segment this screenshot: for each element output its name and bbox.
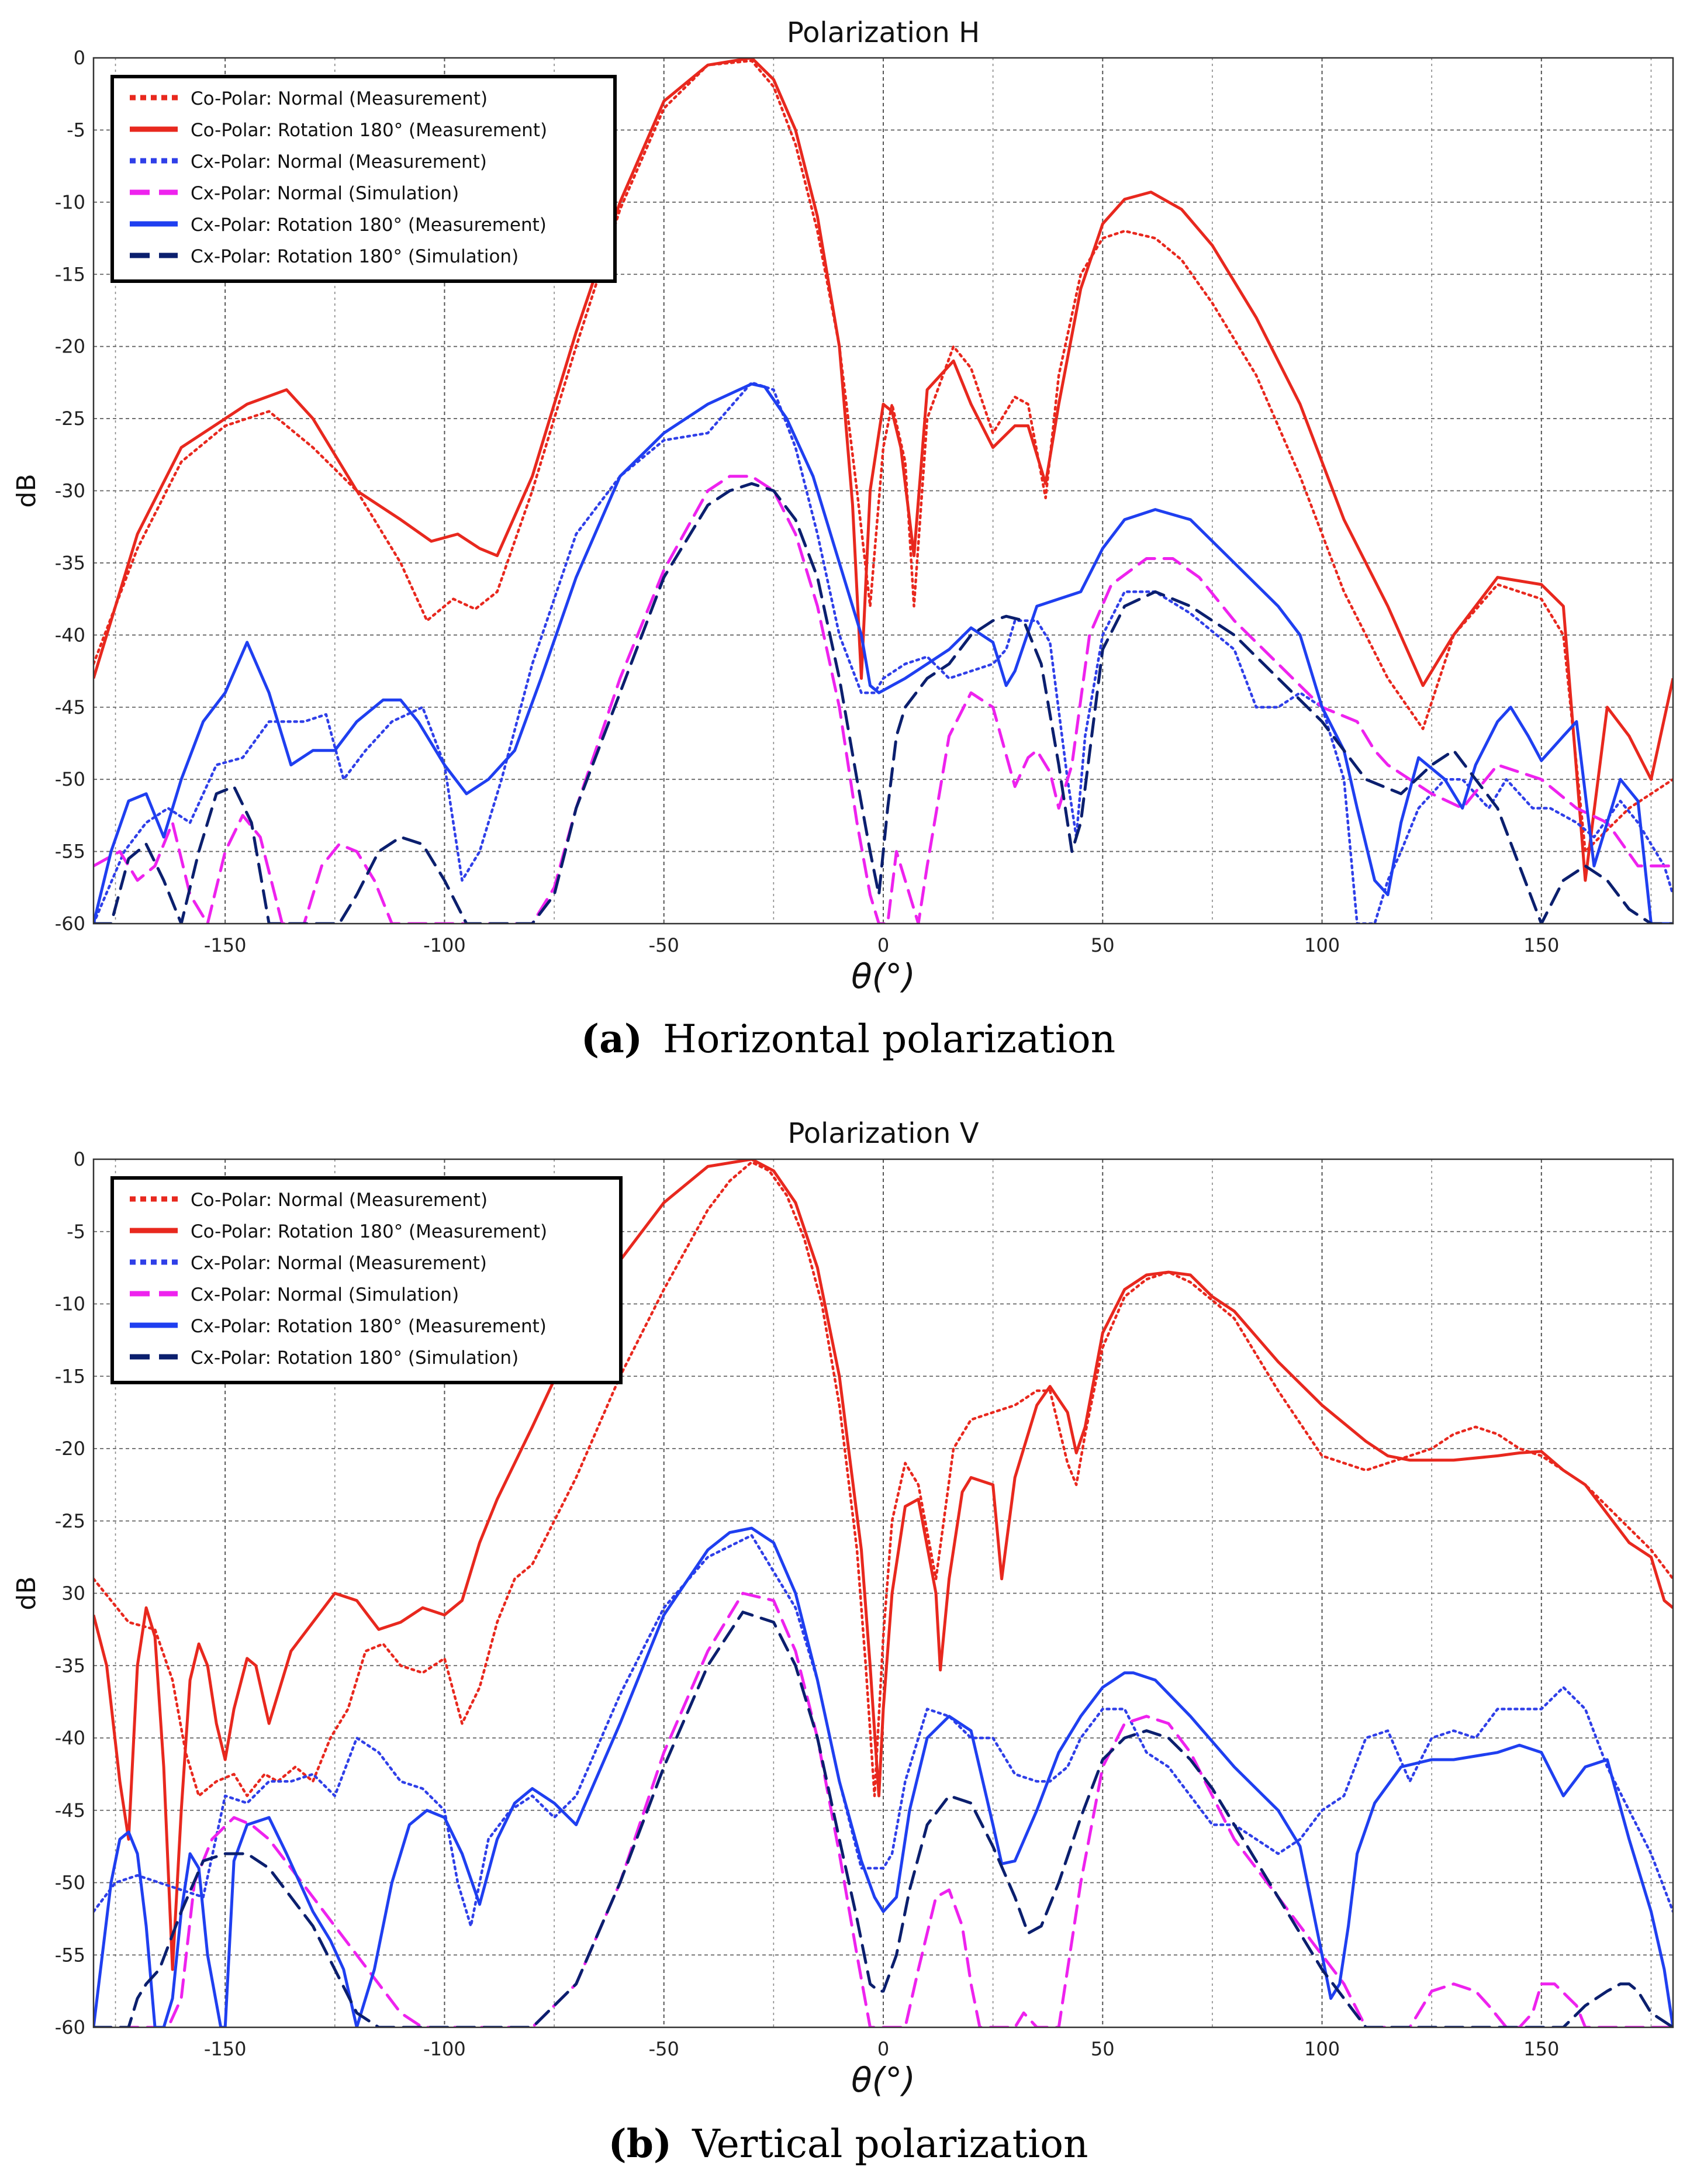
chart1-xtick-label: 50 xyxy=(1091,934,1115,956)
chart1-ytick-label: -20 xyxy=(55,336,85,358)
chart1-series-co-polar-rotation-180-measurement xyxy=(94,58,1673,882)
chart1-ytick-label: -5 xyxy=(67,119,85,141)
chart1-ytick-label: -10 xyxy=(55,191,85,213)
chart1-legend-label-cx-polar-rotation-180-measurement: Cx-Polar: Rotation 180° (Measurement) xyxy=(191,215,547,236)
chart2-legend: Co-Polar: Normal (Measurement) Co-Polar: … xyxy=(110,1176,623,1384)
chart2-ytick-label: -15 xyxy=(55,1365,85,1387)
chart1-series xyxy=(94,58,1673,924)
chart1-series-cx-polar-rotation-180-simulation xyxy=(94,482,1673,924)
chart1-series-co-polar-normal-measurement xyxy=(94,59,1673,853)
chart1-ytick-label: -50 xyxy=(55,768,85,790)
chart-polarization-h: -150 -100 -50 0 50 100 150 0 -5 -10 -15 -20 -25 -30 -3… xyxy=(12,16,1674,996)
chart1-ytick-label: -55 xyxy=(55,841,85,863)
chart2-series-cx-polar-rotation-180-simulation xyxy=(94,1611,1673,2027)
chart1-legend-box xyxy=(110,75,617,283)
caption-a: (a) Horizontal polarization xyxy=(581,1016,1115,1062)
chart2-series xyxy=(94,1159,1673,2027)
chart2-ytick-label: -60 xyxy=(55,2016,85,2038)
chart2-xtick-label: -50 xyxy=(649,2038,679,2060)
chart1-ytick-label: 0 xyxy=(74,47,85,69)
chart2-series-cx-polar-rotation-180-measurement xyxy=(94,1526,1673,2027)
chart2-xtick-label: 150 xyxy=(1523,2038,1559,2060)
chart2-ytick-label: -45 xyxy=(55,1799,85,1822)
chart2-ytick-label: 0 xyxy=(74,1148,85,1170)
chart1-xtick-label: 150 xyxy=(1523,934,1559,956)
chart-polarization-v: -150 -100 -50 0 50 100 150 0 -5 -10 -15 -20 -25 30 -35… xyxy=(12,1117,1674,2100)
chart1-xtick-label: 0 xyxy=(877,934,889,956)
chart2-xtick-label: 50 xyxy=(1091,2038,1115,2060)
chart1-frame xyxy=(92,57,1674,925)
chart1-legend-label-co-polar-normal-measurement: Co-Polar: Normal (Measurement) xyxy=(191,88,488,109)
chart1-x-axis-label: θ(°) xyxy=(851,956,915,996)
chart2-frame xyxy=(92,1158,1674,2029)
chart2-xtick-label: 100 xyxy=(1304,2038,1340,2060)
chart2-legend-label-cx-polar-rotation-180-measurement: Cx-Polar: Rotation 180° (Measurement) xyxy=(191,1316,547,1337)
caption-b-text: Vertical polarization xyxy=(692,2121,1088,2166)
chart1-ytick-label: -35 xyxy=(55,552,85,574)
chart2-ytick-label: -25 xyxy=(55,1510,85,1532)
chart1-legend-label-co-polar-rotation-180-measurement: Co-Polar: Rotation 180° (Measurement) xyxy=(191,120,547,141)
chart2-legend-label-co-polar-normal-measurement: Co-Polar: Normal (Measurement) xyxy=(191,1190,488,1211)
chart2-legend-label-co-polar-rotation-180-measurement: Co-Polar: Rotation 180° (Measurement) xyxy=(191,1221,547,1242)
chart1-series-cx-polar-rotation-180-measurement xyxy=(94,382,1673,924)
caption-a-text: Horizontal polarization xyxy=(663,1017,1115,1062)
chart2-legend-label-cx-polar-normal-simulation: Cx-Polar: Normal (Simulation) xyxy=(191,1284,459,1305)
chart1-ytick-label: -15 xyxy=(55,263,85,285)
chart1-legend-label-cx-polar-rotation-180-simulation: Cx-Polar: Rotation 180° (Simulation) xyxy=(191,246,519,267)
chart2-series-cx-polar-normal-measurement xyxy=(94,1534,1673,1928)
chart1-ytick-label: -60 xyxy=(55,913,85,935)
chart2-series-co-polar-normal-measurement xyxy=(94,1160,1673,1798)
chart1-ytick-label: -30 xyxy=(55,480,85,502)
chart2-legend-label-cx-polar-normal-measurement: Cx-Polar: Normal (Measurement) xyxy=(191,1253,487,1274)
chart1-ytick-label: -40 xyxy=(55,624,85,646)
chart2-title: Polarization V xyxy=(787,1117,979,1150)
chart1-title: Polarization H xyxy=(787,16,980,49)
chart1-ytick-label: -25 xyxy=(55,407,85,430)
chart2-xtick-label: 0 xyxy=(877,2038,889,2060)
caption-b-label: (b) xyxy=(609,2121,672,2166)
chart2-ytick-label: -35 xyxy=(55,1654,85,1677)
chart1-xtick-label: -100 xyxy=(423,934,466,956)
chart2-y-axis-label: dB xyxy=(12,1576,42,1610)
caption-b: (b) Vertical polarization xyxy=(609,2121,1088,2166)
caption-a-label: (a) xyxy=(581,1016,642,1062)
chart2-ytick-label: -5 xyxy=(67,1221,85,1243)
chart2-series-cx-polar-normal-simulation xyxy=(94,1592,1673,2027)
chart2-ytick-label: -40 xyxy=(55,1727,85,1749)
chart2-ytick-label: -20 xyxy=(55,1437,85,1460)
chart1-legend-label-cx-polar-normal-measurement: Cx-Polar: Normal (Measurement) xyxy=(191,151,487,172)
chart2-series-co-polar-rotation-180-measurement xyxy=(94,1159,1673,1971)
chart2-ytick-label: 30 xyxy=(61,1582,85,1605)
chart1-series-cx-polar-normal-simulation xyxy=(94,475,1673,924)
chart1-ytick-label: -45 xyxy=(55,696,85,718)
chart1-xtick-label: -50 xyxy=(649,934,679,956)
chart1-xtick-label: 100 xyxy=(1304,934,1340,956)
chart1-xtick-label: -150 xyxy=(204,934,247,956)
chart2-xtick-label: -100 xyxy=(423,2038,466,2060)
chart2-legend-label-cx-polar-rotation-180-simulation: Cx-Polar: Rotation 180° (Simulation) xyxy=(191,1347,519,1369)
chart1-legend: Co-Polar: Normal (Measurement) Co-Polar: … xyxy=(110,75,617,283)
chart2-ytick-label: -10 xyxy=(55,1293,85,1315)
chart2-legend-box xyxy=(110,1176,623,1384)
chart1-y-axis-label: dB xyxy=(12,474,42,507)
chart1-legend-label-cx-polar-normal-simulation: Cx-Polar: Normal (Simulation) xyxy=(191,183,459,204)
chart2-ytick-label: -55 xyxy=(55,1944,85,1966)
chart2-ytick-label: -50 xyxy=(55,1872,85,1894)
chart2-xtick-label: -150 xyxy=(204,2038,247,2060)
chart2-x-axis-label: θ(°) xyxy=(851,2060,915,2100)
